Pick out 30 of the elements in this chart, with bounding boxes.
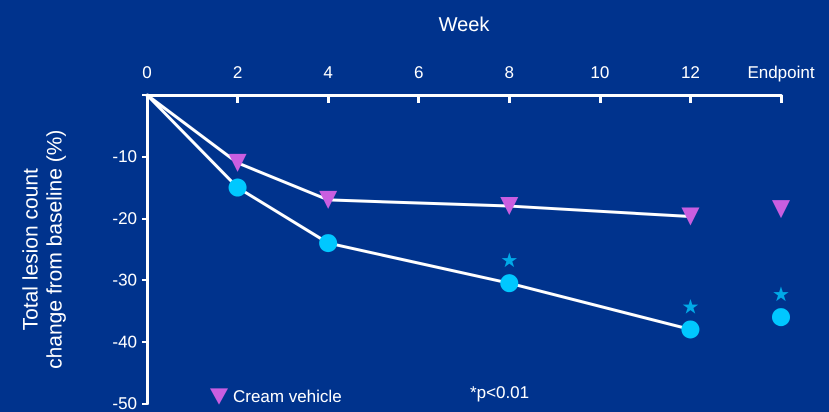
annotation: *p<0.01	[470, 383, 530, 402]
y-tick-label: -40	[112, 332, 137, 352]
point	[681, 320, 700, 338]
point	[500, 197, 518, 216]
x-tick-label: 12	[680, 63, 700, 82]
x-tick-label: 8	[504, 63, 514, 82]
point	[681, 208, 700, 226]
x-tick-label: 0	[142, 63, 152, 82]
legend-label: Cream vehicle	[233, 387, 342, 406]
y-axis-title: Total lesion count change from baseline (%)	[20, 130, 66, 369]
y-tick-label: -50	[112, 394, 137, 412]
x-tick-label: Endpoint	[747, 63, 815, 82]
point	[228, 178, 247, 197]
x-axis-title: Week	[438, 14, 490, 36]
y-tick-label: -30	[112, 270, 137, 290]
annotation: ★	[681, 296, 700, 318]
x-tick-label: 6	[414, 63, 424, 82]
point	[500, 274, 518, 292]
point	[772, 200, 790, 218]
point	[772, 308, 790, 326]
y-tick-label: -10	[112, 147, 137, 166]
x-tick-label: 2	[232, 63, 242, 82]
annotation: ★	[500, 250, 518, 272]
point	[228, 154, 247, 172]
point	[319, 234, 338, 252]
point	[319, 190, 338, 209]
y-tick-label: -20	[112, 208, 137, 228]
x-tick-label: 10	[590, 63, 610, 82]
x-tick-label: 4	[323, 63, 333, 82]
annotation: ★	[772, 284, 790, 306]
